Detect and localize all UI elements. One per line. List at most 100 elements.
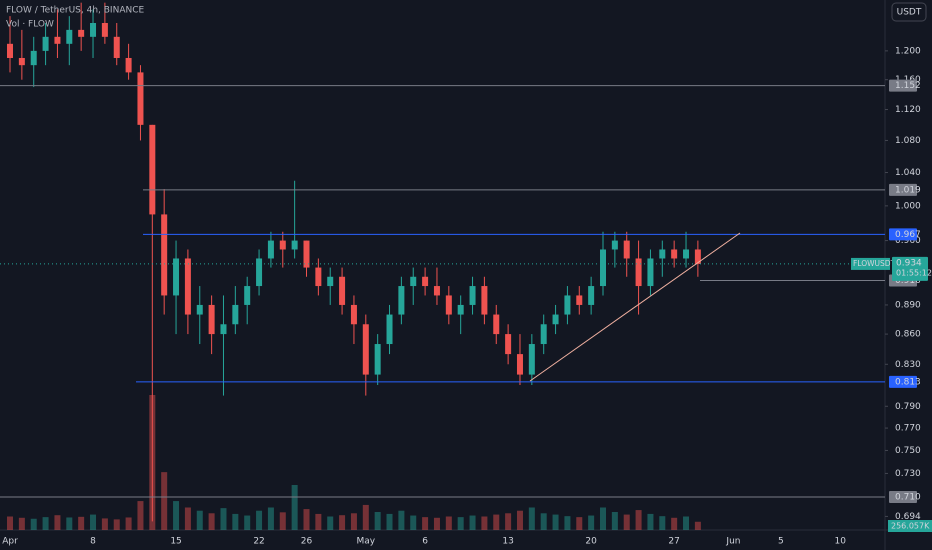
level-label: 1.152	[895, 81, 921, 91]
candle-body	[481, 286, 488, 315]
volume-bar	[433, 517, 440, 530]
volume-bar	[54, 515, 61, 530]
candle-body	[469, 286, 476, 305]
y-tick-label: 0.730	[895, 469, 921, 479]
volume-bar	[694, 521, 701, 530]
candle-body	[113, 36, 120, 58]
y-tick-label: 0.770	[895, 424, 921, 434]
x-tick-label: Apr	[2, 537, 18, 547]
candle-body	[683, 249, 690, 259]
y-tick-label: 1.040	[895, 168, 921, 178]
volume-bar	[374, 512, 381, 530]
candle-body	[101, 22, 108, 37]
volume-bar	[516, 510, 523, 530]
candle-body	[457, 304, 464, 315]
volume-bar	[113, 519, 120, 530]
volume-bar	[315, 513, 322, 530]
candle-body	[30, 50, 37, 66]
x-tick-label: 20	[585, 537, 597, 547]
countdown-label: 01:55:12	[896, 268, 932, 277]
candle-body	[576, 295, 583, 305]
symbol-label: FLOWUSDT	[853, 259, 896, 268]
level-badge	[889, 228, 917, 241]
candle-body	[671, 249, 678, 259]
x-tick-label: 22	[253, 537, 264, 547]
candle-body	[422, 276, 429, 287]
candle-body	[528, 344, 535, 375]
x-tick-label: 27	[668, 537, 679, 547]
y-tick-label: 0.830	[895, 360, 921, 370]
candle-body	[220, 324, 227, 335]
trend-line	[529, 232, 741, 382]
volume-bar	[671, 517, 678, 530]
volume-bar	[647, 513, 654, 530]
volume-badge	[888, 520, 932, 532]
volume-bar	[66, 517, 73, 530]
currency-button[interactable]	[891, 2, 927, 22]
volume-bar	[244, 515, 251, 530]
volume-bar	[18, 517, 25, 530]
chart-title: FLOW / TetherUS, 4h, BINANCE	[6, 6, 144, 16]
candle-body	[42, 36, 49, 51]
candle-body	[125, 57, 132, 73]
candle-body	[18, 57, 25, 66]
candle-body	[694, 249, 701, 264]
candle-body	[327, 276, 334, 287]
candle-body	[552, 314, 559, 325]
volume-bar	[279, 512, 286, 530]
volume-bar	[445, 516, 452, 530]
candle-body	[244, 286, 251, 305]
candle-body	[540, 324, 547, 345]
volume-bar	[528, 507, 535, 530]
candle-body	[161, 214, 168, 296]
volume-bar	[386, 513, 393, 530]
volume-bar	[683, 516, 690, 530]
volume-bar	[552, 514, 559, 530]
candle-body	[374, 344, 381, 375]
candle-body	[232, 304, 239, 325]
volume-bar	[362, 504, 369, 530]
candle-body	[137, 72, 144, 125]
volume-bar	[267, 507, 274, 530]
volume-bar	[303, 509, 310, 530]
candle-body	[291, 240, 298, 250]
level-label: 1.019	[895, 185, 921, 195]
volume-bar	[30, 518, 37, 530]
volume-bar	[576, 517, 583, 530]
candle-body	[256, 258, 263, 287]
candle-body	[78, 29, 85, 37]
volume-bar	[184, 507, 191, 530]
volume-bar	[659, 516, 666, 530]
volume-bar	[78, 516, 85, 530]
volume-bar	[493, 514, 500, 530]
candle-body	[386, 314, 393, 345]
y-tick-label: 1.000	[895, 201, 921, 211]
volume-bar	[220, 508, 227, 530]
candle-body	[196, 304, 203, 315]
y-tick-label: 0.890	[895, 300, 921, 310]
volume-bar	[350, 513, 357, 530]
currency-label[interactable]: USDT	[897, 8, 922, 18]
candle-body	[184, 258, 191, 315]
level-badge	[889, 183, 917, 196]
candle-body	[66, 29, 73, 44]
candle-body	[7, 43, 13, 58]
x-tick-label: 10	[834, 537, 846, 547]
y-tick-label: 0.694	[895, 512, 921, 522]
candle-body	[600, 249, 606, 287]
candle-body	[398, 286, 405, 315]
candle-body	[659, 249, 666, 259]
volume-bar	[208, 513, 215, 530]
volume-bar	[125, 517, 132, 530]
volume-bar	[600, 507, 606, 530]
volume-bar	[588, 515, 595, 530]
volume-last-label: 256.057K	[891, 522, 930, 531]
y-tick-label: 1.120	[895, 105, 921, 115]
price-badge	[892, 256, 928, 281]
volume-bar	[42, 517, 49, 530]
volume-bar	[232, 513, 239, 530]
volume-bar	[101, 518, 108, 530]
y-tick-label: 0.790	[895, 402, 921, 412]
